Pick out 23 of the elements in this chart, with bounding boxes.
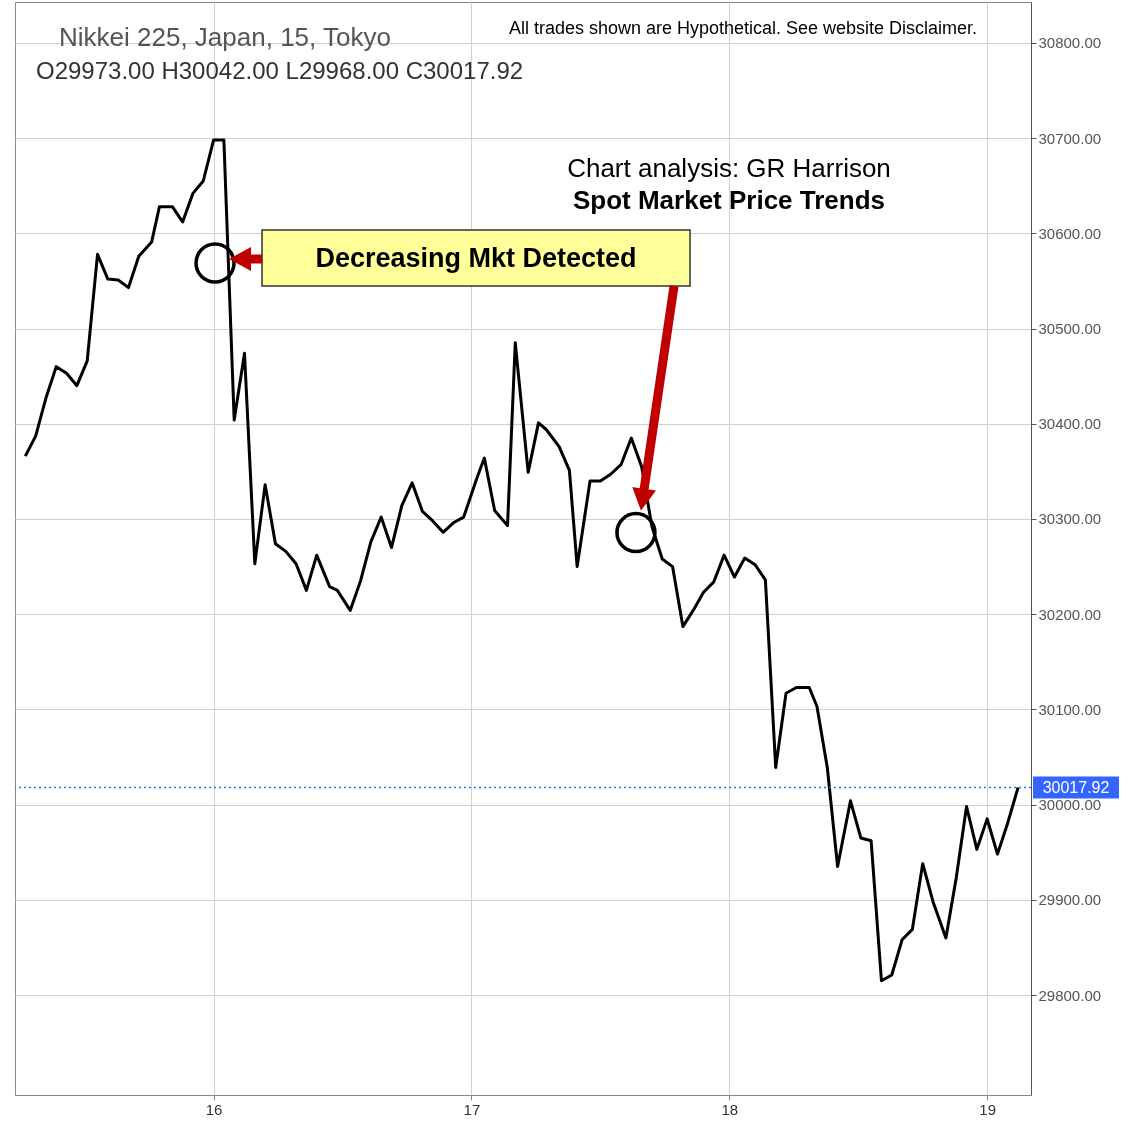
y-tick-label: 30800.00 xyxy=(1038,34,1102,52)
annotation: All trades shown are Hypothetical. See website Disclaimer. xyxy=(508,18,978,38)
x-tick-label: 16 xyxy=(205,1100,223,1118)
y-tick-label: 30600.00 xyxy=(1038,224,1102,242)
y-tick-label: 30300.00 xyxy=(1038,510,1102,528)
line-series xyxy=(23,138,1020,983)
text: Nikkei 225, Japan, 15, Tokyo xyxy=(59,22,391,52)
ref-line-label: 30017.92 xyxy=(1042,778,1110,796)
y-tick-label: 30000.00 xyxy=(1038,796,1102,814)
y-tick-label: 30500.00 xyxy=(1038,320,1102,338)
x-tick-label: 17 xyxy=(463,1100,481,1118)
y-tick-label: 30400.00 xyxy=(1038,415,1102,433)
y-tick-label: 29900.00 xyxy=(1038,891,1102,909)
annotation: Decreasing Mkt Detected xyxy=(315,243,637,274)
x-tick-label: 19 xyxy=(979,1100,997,1118)
y-tick-label: 30100.00 xyxy=(1038,700,1102,718)
y-tick-label: 30200.00 xyxy=(1038,605,1102,623)
x-tick-label: 18 xyxy=(721,1100,739,1118)
y-tick-label: 29800.00 xyxy=(1038,986,1102,1004)
annotation: Spot Market Price Trends xyxy=(572,185,886,215)
text: O29973.00 H30042.00 L29968.00 C30017.92 xyxy=(36,57,524,84)
annotation: Chart analysis: GR Harrison xyxy=(567,153,891,183)
y-tick-label: 30700.00 xyxy=(1038,129,1102,147)
